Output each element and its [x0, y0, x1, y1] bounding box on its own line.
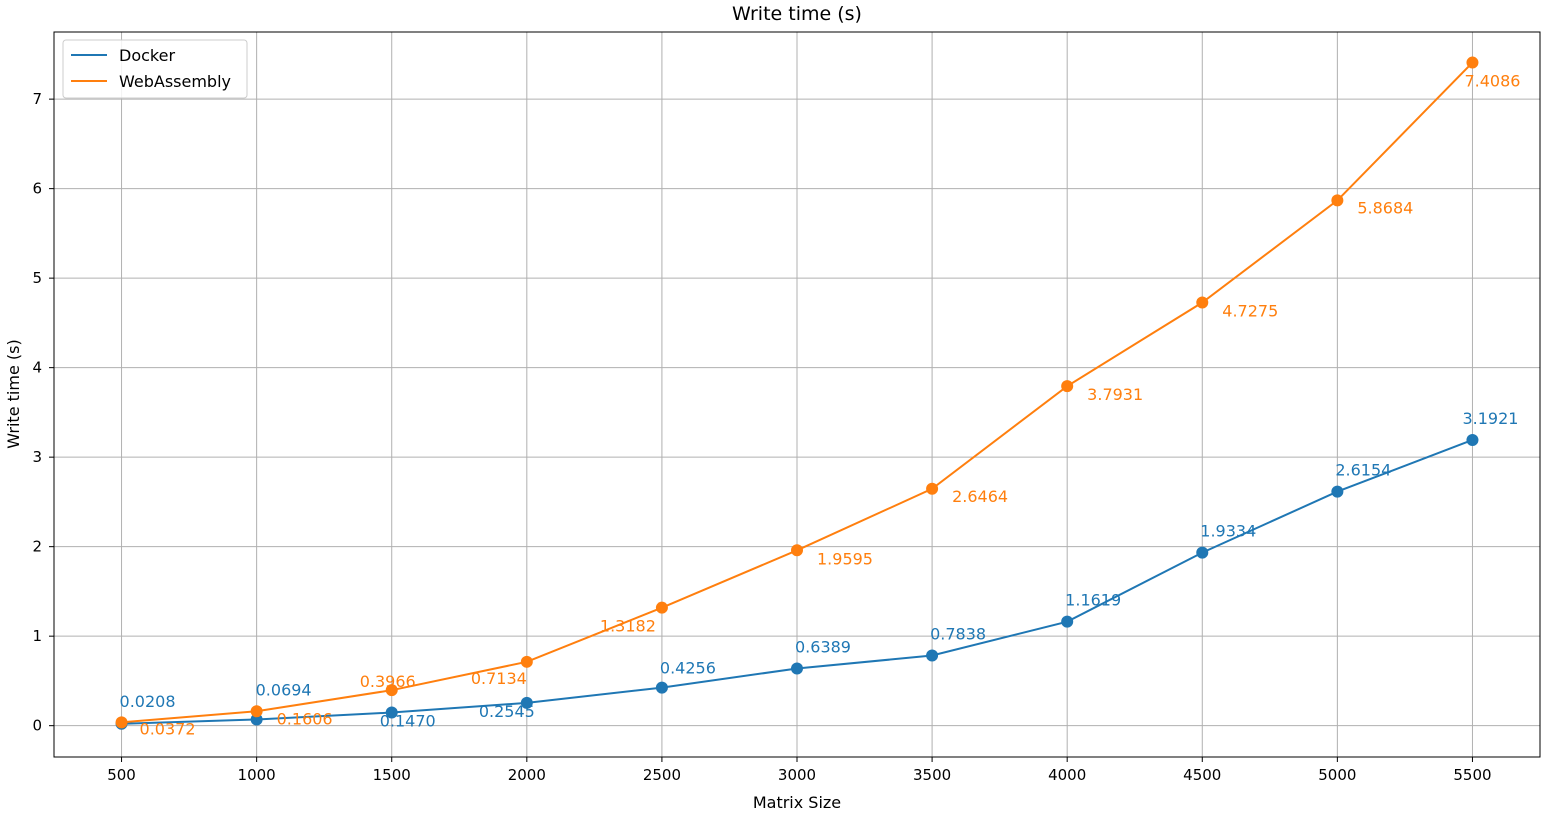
data-label-docker: 0.4256	[660, 659, 716, 678]
data-point-webassembly	[1466, 56, 1479, 69]
y-tick-label: 1	[32, 627, 42, 645]
data-point-docker	[1466, 433, 1479, 446]
x-tick-label: 4500	[1183, 766, 1221, 784]
y-tick-label: 7	[32, 90, 42, 108]
data-point-webassembly	[250, 705, 263, 718]
data-point-webassembly	[1331, 194, 1344, 207]
x-tick-label: 3500	[913, 766, 951, 784]
x-tick-label: 5500	[1453, 766, 1491, 784]
data-label-webassembly: 4.7275	[1222, 302, 1278, 321]
y-tick-label: 0	[32, 717, 42, 735]
data-label-webassembly: 5.8684	[1357, 198, 1413, 217]
data-point-webassembly	[926, 482, 939, 495]
x-tick-label: 5000	[1318, 766, 1356, 784]
data-point-docker	[1331, 485, 1344, 498]
data-point-webassembly	[115, 716, 128, 729]
data-label-docker: 0.7838	[930, 625, 986, 644]
x-tick-label: 4000	[1048, 766, 1086, 784]
data-label-webassembly: 7.4086	[1464, 72, 1520, 91]
data-label-docker: 0.1470	[380, 712, 436, 731]
y-tick-label: 4	[32, 359, 42, 377]
data-label-docker: 3.1921	[1462, 409, 1518, 428]
y-tick-label: 5	[32, 269, 42, 287]
y-tick-label: 6	[32, 180, 42, 198]
data-point-webassembly	[520, 655, 533, 668]
data-label-webassembly: 1.9595	[817, 549, 873, 568]
data-label-docker: 0.0208	[120, 692, 176, 711]
data-label-docker: 1.1619	[1065, 591, 1121, 610]
data-label-docker: 1.9334	[1200, 522, 1256, 541]
legend-label-webassembly: WebAssembly	[119, 72, 231, 91]
data-point-docker	[1196, 546, 1209, 559]
data-label-webassembly: 0.1606	[277, 709, 333, 728]
data-label-webassembly: 1.3182	[600, 617, 656, 636]
data-label-docker: 0.0694	[256, 680, 312, 699]
data-point-webassembly	[1196, 296, 1209, 309]
data-label-webassembly: 2.6464	[952, 487, 1008, 506]
chart-title: Write time (s)	[732, 3, 862, 25]
series-group	[115, 56, 1479, 730]
y-axis-label: Write time (s)	[4, 339, 23, 448]
axis-ticks: 500 1000 1500 2000 2500 3000 3500 4000 4500 5000 5…	[32, 90, 1491, 784]
data-point-docker	[926, 649, 939, 662]
data-label-webassembly: 0.0372	[140, 719, 196, 738]
x-tick-label: 2500	[643, 766, 681, 784]
legend-box	[62, 39, 248, 99]
data-point-webassembly	[385, 684, 398, 697]
data-point-docker	[1061, 615, 1074, 628]
data-label-docker: 0.2545	[479, 702, 535, 721]
legend-label-docker: Docker	[119, 46, 175, 65]
data-label-webassembly: 0.3966	[360, 672, 416, 691]
legend: Docker WebAssembly	[62, 39, 248, 99]
data-label-docker: 0.6389	[795, 637, 851, 656]
data-point-webassembly	[655, 601, 668, 614]
y-tick-label: 3	[32, 448, 42, 466]
data-point-docker	[385, 706, 398, 719]
x-tick-label: 2000	[508, 766, 546, 784]
plot-frame	[53, 31, 1541, 758]
y-tick-label: 2	[32, 538, 42, 556]
x-tick-label: 500	[107, 766, 136, 784]
data-point-docker	[520, 696, 533, 709]
data-point-docker	[791, 662, 803, 675]
data-point-webassembly	[791, 544, 803, 557]
data-label-docker: 2.6154	[1335, 461, 1391, 480]
data-labels: 0.0208 0.0694 0.1470 0.2545 0.4256 0.6389 0.78…	[120, 72, 1521, 739]
x-tick-label: 3000	[778, 766, 816, 784]
x-tick-label: 1500	[373, 766, 411, 784]
x-tick-label: 1000	[238, 766, 276, 784]
data-label-webassembly: 3.7931	[1087, 385, 1143, 404]
x-axis-label: Matrix Size	[753, 793, 841, 812]
data-label-webassembly: 0.7134	[471, 669, 527, 688]
data-point-docker	[655, 681, 668, 694]
data-point-webassembly	[1061, 380, 1074, 393]
